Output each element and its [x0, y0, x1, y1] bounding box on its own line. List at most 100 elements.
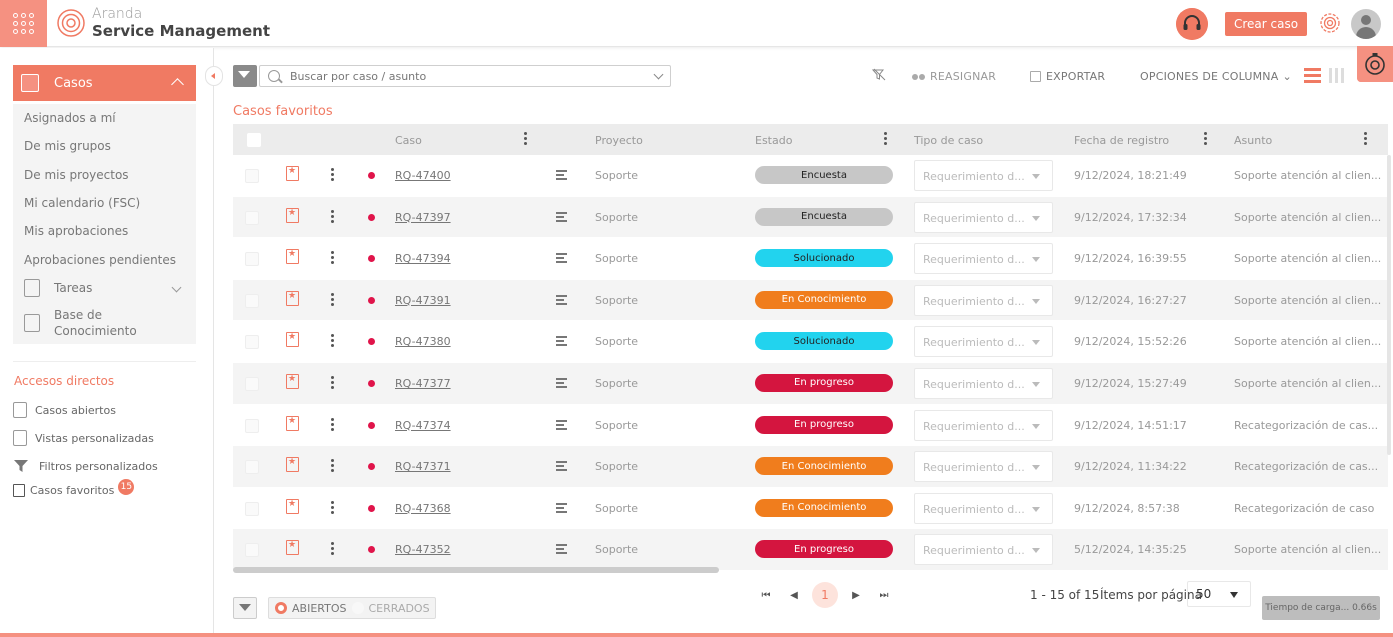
sidebar-collapse-toggle[interactable] [205, 66, 223, 86]
row-checkbox[interactable] [245, 169, 259, 183]
column-menu-icon[interactable] [884, 132, 887, 146]
chevron-down-icon[interactable] [653, 69, 664, 80]
case-type-select[interactable]: Requerimiento d... [914, 367, 1053, 399]
row-menu-icon[interactable] [331, 500, 334, 516]
favorite-star-icon[interactable] [286, 166, 299, 181]
favorite-star-icon[interactable] [286, 373, 299, 389]
row-checkbox[interactable] [245, 335, 259, 350]
row-menu-icon[interactable] [331, 292, 334, 308]
case-link[interactable]: RQ-47394 [395, 252, 451, 266]
next-page-icon[interactable]: ▶ [852, 589, 860, 601]
case-type-select[interactable]: Requerimiento d... [914, 451, 1053, 483]
case-link[interactable]: RQ-47352 [395, 543, 451, 557]
last-page-icon[interactable]: ⏭ [879, 589, 889, 601]
sidebar-item-proyectos[interactable]: De mis proyectos [24, 167, 129, 182]
prev-page-icon[interactable]: ◀ [790, 589, 798, 601]
case-link[interactable]: RQ-47374 [395, 418, 451, 432]
vertical-scrollbar[interactable] [1387, 155, 1391, 455]
row-checkbox[interactable] [245, 376, 259, 391]
footer-filter-button[interactable] [233, 597, 257, 619]
favorite-star-icon[interactable] [286, 290, 299, 306]
filter-toggle-button[interactable] [233, 65, 257, 87]
row-checkbox[interactable] [245, 293, 259, 308]
sidebar-item-asignados[interactable]: Asignados a mí [24, 111, 116, 126]
row-checkbox[interactable] [245, 210, 259, 225]
row-menu-icon[interactable] [331, 251, 334, 266]
search-input-wrapper[interactable] [259, 65, 671, 87]
row-menu-icon[interactable] [331, 542, 334, 557]
case-link[interactable]: RQ-47391 [395, 293, 451, 307]
table-row[interactable]: RQ-47368 Soporte En Conocimiento Requeri… [233, 488, 1388, 530]
case-link[interactable]: RQ-47397 [395, 210, 451, 224]
page-size-select[interactable]: 50 [1187, 581, 1251, 607]
case-type-select[interactable]: Requerimiento d... [914, 201, 1053, 233]
favorite-star-icon[interactable] [286, 249, 299, 265]
column-menu-icon[interactable] [1364, 132, 1367, 146]
case-link[interactable]: RQ-47377 [395, 376, 451, 390]
toggle-cerrados[interactable]: CERRADOS [352, 602, 430, 615]
table-row[interactable]: RQ-47371 Soporte En Conocimiento Requeri… [233, 446, 1388, 488]
sidebar-item-calendario[interactable]: Mi calendario (FSC) [24, 196, 141, 211]
sidebar-item-grupos[interactable]: De mis grupos [24, 139, 111, 154]
toggle-abiertos[interactable]: ABIERTOS [275, 602, 346, 615]
case-link[interactable]: RQ-47371 [395, 460, 451, 474]
row-checkbox[interactable] [245, 501, 259, 516]
apps-menu-button[interactable] [0, 0, 47, 47]
case-type-select[interactable]: Requerimiento d... [914, 243, 1053, 275]
gear-icon[interactable] [1318, 11, 1342, 35]
row-menu-icon[interactable] [331, 334, 334, 349]
column-header-caso[interactable]: Caso [395, 134, 422, 147]
sidebar-casos-header[interactable]: Casos [13, 65, 196, 101]
stopwatch-icon[interactable] [1357, 46, 1393, 82]
row-checkbox[interactable] [245, 418, 259, 433]
case-type-select[interactable]: Requerimiento d... [914, 160, 1053, 191]
select-all-checkbox[interactable] [247, 133, 261, 147]
table-row[interactable]: RQ-47377 Soporte En progreso Requerimien… [233, 362, 1388, 405]
table-row[interactable]: RQ-47352 Soporte En progreso Requerimien… [233, 529, 1388, 571]
reassign-button[interactable]: REASIGNAR [912, 70, 996, 83]
table-row[interactable]: RQ-47374 Soporte En progreso Requerimien… [233, 405, 1388, 447]
row-menu-icon[interactable] [331, 417, 334, 433]
case-type-select[interactable]: Requerimiento d... [914, 326, 1053, 358]
case-type-select[interactable]: Requerimiento d... [914, 284, 1053, 316]
column-header-estado[interactable]: Estado [755, 134, 793, 147]
shortcut-casos-favoritos[interactable]: Casos favoritos 15 [13, 478, 135, 497]
case-link[interactable]: RQ-47368 [395, 501, 451, 515]
list-view-icon[interactable] [1304, 68, 1321, 83]
row-menu-icon[interactable] [331, 168, 334, 183]
case-type-select[interactable]: Requerimiento d... [914, 409, 1053, 441]
row-menu-icon[interactable] [331, 459, 334, 474]
table-row[interactable]: RQ-47391 Soporte En Conocimiento Requeri… [233, 279, 1388, 322]
row-menu-icon[interactable] [331, 375, 334, 391]
column-header-fecha[interactable]: Fecha de registro [1074, 134, 1170, 147]
horizontal-scrollbar[interactable] [233, 567, 719, 573]
column-menu-icon[interactable] [524, 132, 527, 146]
table-row[interactable]: RQ-47400 Soporte Encuesta Requerimiento … [233, 155, 1388, 197]
row-checkbox[interactable] [245, 460, 259, 475]
shortcut-vistas-personalizadas[interactable]: Vistas personalizadas [13, 430, 154, 446]
create-case-button[interactable]: Crear caso [1225, 12, 1307, 36]
column-menu-icon[interactable] [1204, 132, 1207, 146]
shortcut-casos-abiertos[interactable]: Casos abiertos [13, 402, 116, 418]
open-closed-toggle[interactable]: ABIERTOS CERRADOS [268, 597, 436, 619]
favorite-star-icon[interactable] [286, 332, 299, 348]
row-menu-icon[interactable] [331, 209, 334, 225]
search-input[interactable] [290, 69, 650, 83]
favorite-star-icon[interactable] [286, 540, 299, 556]
table-row[interactable]: RQ-47394 Soporte Solucionado Requerimien… [233, 238, 1388, 280]
sidebar-item-base-conocimiento[interactable]: Base de Conocimiento [13, 302, 196, 344]
favorite-star-icon[interactable] [286, 207, 299, 223]
grid-view-icon[interactable] [1329, 68, 1344, 83]
sidebar-item-aprobaciones[interactable]: Mis aprobaciones [24, 224, 129, 239]
column-header-tipo[interactable]: Tipo de caso [914, 134, 984, 147]
favorite-star-icon[interactable] [286, 457, 299, 473]
favorite-star-icon[interactable] [286, 498, 299, 514]
row-checkbox[interactable] [245, 543, 259, 558]
case-type-select[interactable]: Requerimiento d... [914, 534, 1053, 566]
current-page[interactable]: 1 [812, 582, 838, 608]
sidebar-item-tareas[interactable]: Tareas [13, 274, 196, 302]
column-header-asunto[interactable]: Asunto [1234, 134, 1273, 147]
first-page-icon[interactable]: ⏮ [761, 589, 771, 601]
user-avatar[interactable] [1351, 9, 1381, 39]
table-row[interactable]: RQ-47380 Soporte Solucionado Requerimien… [233, 321, 1388, 363]
